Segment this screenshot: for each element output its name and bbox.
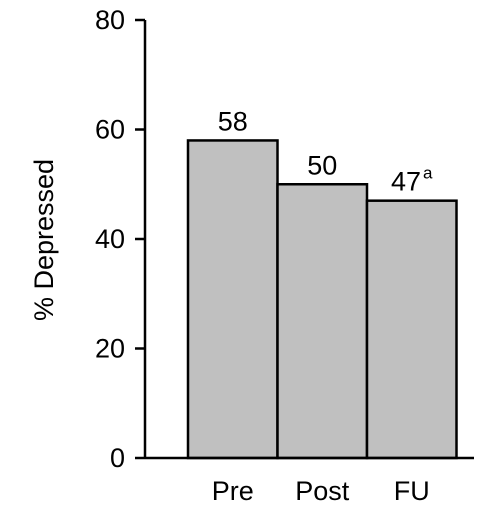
bar-pre xyxy=(186,139,279,460)
y-tick-label: 80 xyxy=(95,5,125,35)
data-label-post: 50 xyxy=(307,150,337,180)
y-tick-label: 60 xyxy=(95,115,125,145)
x-labels-group: Pre Post FU xyxy=(212,476,430,506)
y-tick-label: 0 xyxy=(110,443,125,473)
data-labels-group: 58 50 47 a xyxy=(218,106,433,196)
x-tick-label: FU xyxy=(394,476,430,506)
data-label-pre: 58 xyxy=(218,106,248,136)
bar-post xyxy=(276,183,369,460)
bar-fu xyxy=(365,199,458,460)
data-label-superscript: a xyxy=(423,164,433,183)
y-tick-label: 20 xyxy=(95,334,125,364)
data-label-fu: 47 a xyxy=(391,164,433,197)
x-tick-label: Post xyxy=(295,476,350,506)
bars-group xyxy=(186,139,458,460)
y-tick-label: 40 xyxy=(95,224,125,254)
y-axis-title: % Depressed xyxy=(29,159,59,321)
y-ticks-group: 0 20 40 60 80 xyxy=(95,5,145,473)
x-tick-label: Pre xyxy=(212,476,254,506)
